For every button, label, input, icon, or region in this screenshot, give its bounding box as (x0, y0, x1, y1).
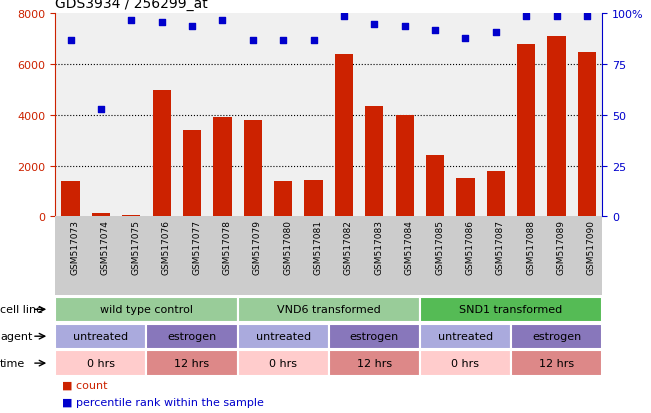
Text: GSM517088: GSM517088 (526, 219, 535, 274)
Text: SND1 transformed: SND1 transformed (460, 304, 562, 315)
Point (460, 36, 471, 42)
Text: 0 hrs: 0 hrs (451, 358, 480, 368)
Bar (243, 121, 262, 217)
Point (582, 13, 592, 20)
Bar (329, 324, 420, 349)
Point (187, 23, 197, 30)
Bar (55, 297, 238, 322)
Text: untreated: untreated (256, 331, 311, 342)
Point (278, 38, 288, 44)
Point (156, 19, 167, 26)
Text: cell line: cell line (0, 304, 43, 315)
Text: estrogen: estrogen (532, 331, 581, 342)
Point (521, 13, 531, 20)
Text: GSM517077: GSM517077 (192, 219, 201, 274)
Text: 0 hrs: 0 hrs (269, 358, 298, 368)
Bar (214, 118, 232, 217)
Point (369, 21, 380, 28)
Text: GSM517085: GSM517085 (435, 219, 444, 274)
Point (551, 13, 562, 20)
Text: GSM517079: GSM517079 (253, 219, 262, 274)
Bar (305, 180, 323, 217)
Text: ■ percentile rank within the sample: ■ percentile rank within the sample (62, 397, 264, 408)
Bar (578, 52, 596, 217)
Text: GSM517081: GSM517081 (314, 219, 322, 274)
Text: GSM517080: GSM517080 (283, 219, 292, 274)
Bar (511, 324, 602, 349)
Bar (55, 324, 146, 349)
Text: 12 hrs: 12 hrs (357, 358, 392, 368)
Bar (420, 324, 511, 349)
Text: GSM517075: GSM517075 (132, 219, 140, 274)
Text: GSM517074: GSM517074 (101, 219, 110, 274)
Text: agent: agent (0, 331, 33, 342)
Text: GSM517076: GSM517076 (161, 219, 171, 274)
Text: VND6 transformed: VND6 transformed (277, 304, 381, 315)
Bar (55, 351, 146, 376)
Text: untreated: untreated (438, 331, 493, 342)
Bar (420, 297, 602, 322)
Text: 0 hrs: 0 hrs (87, 358, 115, 368)
Bar (152, 90, 171, 217)
Text: estrogen: estrogen (350, 331, 399, 342)
Bar (456, 179, 475, 217)
Bar (238, 297, 420, 322)
Text: ■ count: ■ count (62, 380, 107, 390)
Text: GSM517090: GSM517090 (587, 219, 596, 274)
Text: GSM517087: GSM517087 (496, 219, 505, 274)
Bar (335, 55, 353, 217)
Bar (511, 351, 602, 376)
Text: 12 hrs: 12 hrs (539, 358, 574, 368)
Text: GSM517083: GSM517083 (374, 219, 383, 274)
Point (430, 27, 440, 34)
Bar (61, 181, 79, 217)
Point (65, 38, 76, 44)
Bar (426, 156, 444, 217)
Bar (487, 171, 505, 217)
Text: GSM517082: GSM517082 (344, 219, 353, 274)
Text: wild type control: wild type control (100, 304, 193, 315)
Bar (329, 351, 420, 376)
Text: 12 hrs: 12 hrs (174, 358, 210, 368)
Bar (365, 107, 383, 217)
Point (491, 29, 501, 36)
Text: estrogen: estrogen (167, 331, 217, 342)
Text: GSM517073: GSM517073 (70, 219, 79, 274)
Bar (92, 214, 110, 217)
Point (339, 13, 349, 20)
Text: GDS3934 / 256299_at: GDS3934 / 256299_at (55, 0, 208, 11)
Bar (238, 351, 329, 376)
Bar (547, 37, 566, 217)
Point (309, 38, 319, 44)
Bar (146, 351, 238, 376)
Text: GSM517089: GSM517089 (557, 219, 566, 274)
Bar (146, 324, 238, 349)
Bar (420, 351, 511, 376)
Point (217, 17, 228, 24)
Text: GSM517078: GSM517078 (223, 219, 231, 274)
Point (126, 17, 137, 24)
Text: GSM517084: GSM517084 (405, 219, 413, 274)
Point (96, 106, 106, 113)
Bar (238, 324, 329, 349)
Text: time: time (0, 358, 25, 368)
Bar (396, 116, 414, 217)
Bar (183, 131, 201, 217)
Text: GSM517086: GSM517086 (465, 219, 475, 274)
Bar (122, 216, 141, 217)
Point (400, 23, 410, 30)
Text: untreated: untreated (74, 331, 128, 342)
Bar (517, 45, 535, 217)
Bar (274, 181, 292, 217)
Point (247, 38, 258, 44)
